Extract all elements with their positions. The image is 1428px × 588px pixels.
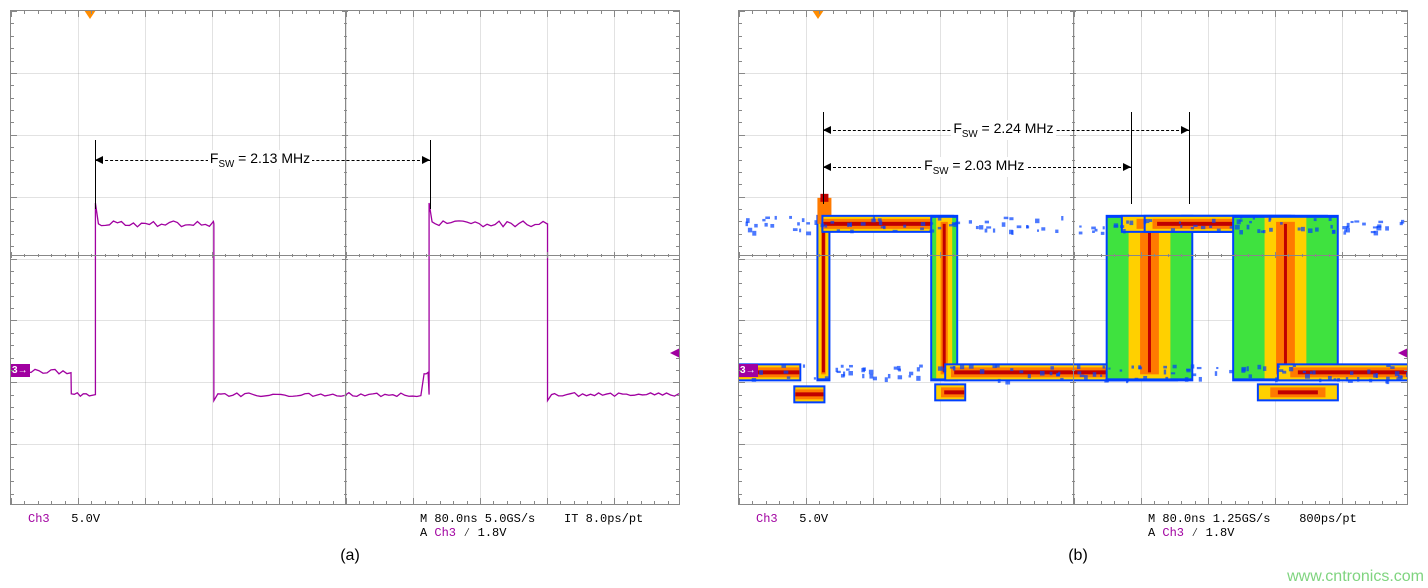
panel-a: 3→ FSW = 2.13 MHz Ch3 5.0V M 80.0ns 5.0G… [10, 10, 690, 565]
watermark: www.cntronics.com [1283, 566, 1428, 588]
ch3-indicator-arrow: → [746, 365, 756, 376]
panel-a-label: (a) [10, 547, 690, 565]
ch3-indicator-arrow: → [18, 365, 28, 376]
readout-b-mid1: M 80.0ns 1.25GS/s 800ps/pt [1148, 512, 1357, 526]
scope-b: 3→ FSW = 2.24 MHzFSW = 2.03 MHz [738, 10, 1408, 505]
readout-b-left: Ch3 5.0V [756, 512, 828, 526]
panel-b: 3→ FSW = 2.24 MHzFSW = 2.03 MHz Ch3 5.0V… [738, 10, 1418, 565]
readout-a-mid2: A Ch3 ∕ 1.8V [420, 526, 506, 540]
scope-a: 3→ FSW = 2.13 MHz [10, 10, 680, 505]
readout-a-mid1: M 80.0ns 5.0GS/s IT 8.0ps/pt [420, 512, 643, 526]
panel-b-label: (b) [738, 547, 1418, 565]
readout-a-left: Ch3 5.0V [28, 512, 100, 526]
readout-b-mid2: A Ch3 ∕ 1.8V [1148, 526, 1234, 540]
